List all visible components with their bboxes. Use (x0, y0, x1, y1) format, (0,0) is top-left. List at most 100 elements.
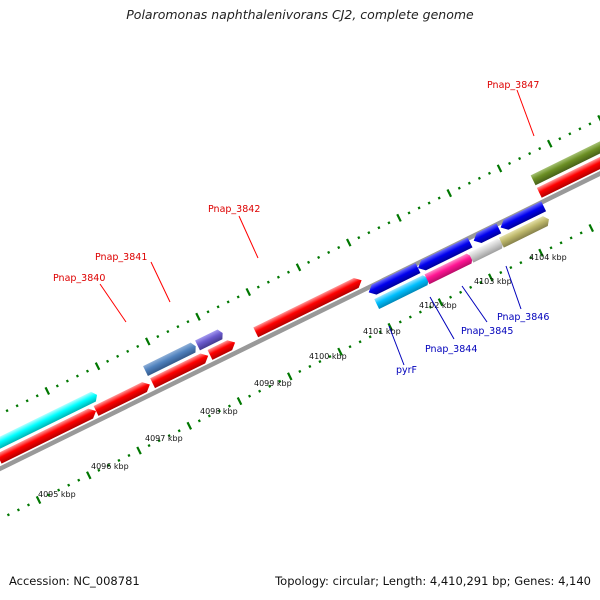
gene-red-upper-small[interactable] (207, 338, 238, 360)
tick-mark-lower (77, 478, 81, 482)
tick-mark-lower (428, 305, 432, 309)
tick-mark-upper (276, 275, 280, 279)
gene-label-pyrf[interactable]: pyrF (396, 365, 417, 376)
tick-label-4097: 4097 kbp (145, 434, 183, 443)
tick-mark-lower (559, 241, 563, 245)
tick-mark-lower (268, 384, 272, 388)
gene-label-pnap-3847[interactable]: Pnap_3847 (487, 80, 539, 91)
tick-label-4099: 4099 kbp (254, 379, 292, 388)
tick-mark-upper (377, 226, 381, 230)
leader-line-pnap-3845 (461, 285, 488, 323)
tick-label-4101: 4101 kbp (363, 327, 401, 336)
gene-khaki-3846[interactable] (498, 214, 551, 248)
tick-mark-upper (226, 300, 230, 304)
tick-mark-lower (499, 270, 503, 275)
tick-mark-upper (25, 399, 29, 403)
tick-label-4098: 4098 kbp (200, 407, 238, 416)
tick-mark-upper (286, 270, 290, 274)
gene-label-pnap-3844[interactable]: Pnap_3844 (425, 344, 477, 355)
tick-mark-lower (479, 280, 483, 284)
tick-mark-lower (509, 266, 513, 270)
tick-mark-upper (65, 379, 69, 383)
tick-mark-upper (156, 334, 160, 339)
gene-olive[interactable] (530, 135, 600, 186)
kbp-tick-labels: 4095 kbp 4096 kbp 4097 kbp 4098 kbp 4099… (38, 253, 567, 499)
gene-red-far-left[interactable] (0, 406, 98, 464)
gene-blue-3[interactable] (471, 223, 502, 245)
gene-label-pnap-3841[interactable]: Pnap_3841 (95, 252, 147, 263)
gene-magenta-3844[interactable] (424, 252, 475, 285)
tick-mark-lower (26, 503, 30, 507)
tick-mark-lower (117, 458, 121, 462)
tick-mark-upper (457, 186, 461, 190)
tick-mark-lower (579, 231, 583, 235)
gene-slateblue[interactable] (195, 328, 225, 351)
tick-mark-lower (529, 256, 533, 260)
gene-blue-4[interactable] (498, 201, 547, 232)
gene-blue-2[interactable] (416, 237, 473, 273)
tick-mark-lower (538, 248, 544, 257)
tick-mark-upper (357, 236, 361, 240)
tick-mark-upper (195, 312, 201, 321)
tick-mark-upper (85, 369, 89, 373)
tick-mark-lower (177, 429, 181, 433)
leader-line-pnap-3846 (505, 265, 522, 310)
tick-mark-upper (346, 238, 352, 247)
gene-blue-1[interactable] (366, 263, 421, 297)
tick-mark-upper (437, 196, 441, 200)
tick-mark-upper (578, 127, 582, 131)
tick-mark-upper (5, 409, 9, 413)
gene-label-pnap-3845[interactable]: Pnap_3845 (461, 326, 513, 337)
tick-mark-upper (487, 171, 491, 175)
tick-mark-lower (337, 347, 343, 356)
tick-mark-upper (367, 231, 371, 235)
gene-cyan-left[interactable] (0, 390, 99, 452)
tick-mark-lower (6, 513, 10, 517)
tick-mark-lower (186, 421, 193, 430)
gene-deepskyblue-pyrF[interactable] (374, 274, 431, 310)
tick-mark-upper (546, 139, 553, 148)
tick-mark-lower (487, 273, 494, 282)
tick-mark-lower (207, 414, 211, 418)
leader-line-pnap-3842 (238, 215, 259, 259)
tick-mark-upper (295, 263, 302, 272)
tick-mark-upper (327, 250, 331, 255)
gene-red-3840[interactable] (93, 380, 153, 416)
gene-label-pnap-3846[interactable]: Pnap_3846 (497, 312, 549, 323)
tick-mark-lower (167, 434, 171, 438)
tick-mark-lower (147, 444, 151, 448)
page-title: Polaromonas naphthalenivorans CJ2, compl… (126, 7, 474, 22)
tick-mark-lower (418, 310, 422, 314)
tick-mark-lower (569, 236, 573, 240)
gene-red-3841[interactable] (150, 351, 210, 389)
tick-mark-lower (348, 345, 352, 349)
tick-mark-upper (15, 404, 19, 408)
tick-mark-lower (549, 246, 553, 250)
tick-mark-upper (126, 349, 130, 353)
gene-steelblue[interactable] (143, 341, 198, 376)
leader-line-pnap-3844 (429, 296, 455, 340)
tick-mark-upper (528, 152, 532, 156)
tick-mark-lower (127, 453, 131, 458)
tick-label-4100: 4100 kbp (309, 352, 347, 361)
tick-mark-lower (408, 315, 412, 319)
gene-red-3847[interactable] (536, 146, 600, 198)
tick-mark-upper (245, 287, 252, 297)
tick-mark-lower (217, 409, 221, 413)
genome-summary: Topology: circular; Length: 4,410,291 bp… (275, 574, 591, 588)
tick-mark-upper (216, 305, 220, 309)
gene-label-pnap-3840[interactable]: Pnap_3840 (53, 273, 105, 284)
gene-red-3842[interactable] (253, 275, 364, 338)
gene-lightgray-3845[interactable] (468, 237, 505, 263)
tick-mark-lower (318, 359, 322, 364)
tick-mark-upper (186, 320, 190, 324)
tick-mark-upper (176, 325, 180, 329)
tick-mark-lower (368, 335, 372, 339)
tick-mark-upper (307, 260, 311, 264)
tick-mark-upper (496, 164, 503, 173)
tick-mark-lower (358, 340, 362, 344)
tick-mark-lower (67, 483, 71, 487)
gene-label-pnap-3842[interactable]: Pnap_3842 (208, 204, 260, 215)
leader-line-pyrf (388, 325, 405, 366)
